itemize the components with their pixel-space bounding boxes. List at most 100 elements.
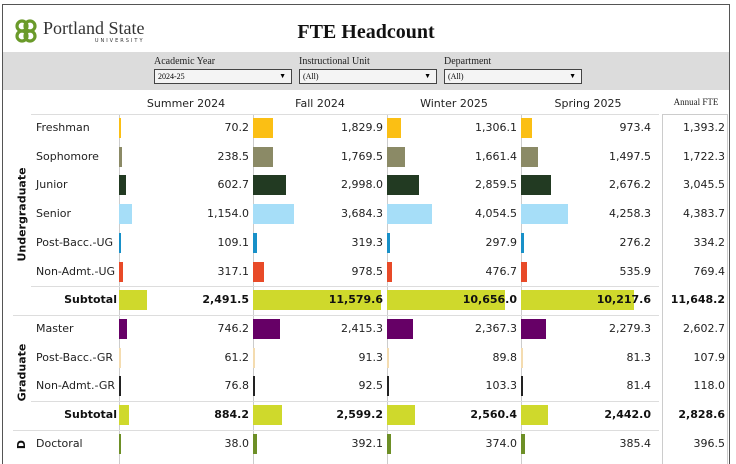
value-cell[interactable]: 3,684.3: [253, 200, 386, 229]
fte-bar[interactable]: [387, 318, 414, 339]
value-cell[interactable]: 1,306.1: [387, 114, 520, 143]
value-cell[interactable]: 92.5: [253, 372, 386, 401]
fte-bar[interactable]: [253, 204, 294, 225]
fte-bar[interactable]: [521, 290, 634, 311]
fte-bar[interactable]: [521, 433, 526, 454]
value-cell[interactable]: 109.1: [119, 229, 252, 258]
fte-bar[interactable]: [119, 376, 121, 397]
fte-bar[interactable]: [119, 232, 121, 253]
value-cell[interactable]: 2,491.5: [119, 286, 252, 315]
fte-bar[interactable]: [119, 118, 121, 138]
value-cell[interactable]: 61.2: [119, 344, 252, 373]
fte-bar[interactable]: [387, 376, 389, 397]
fte-bar[interactable]: [387, 290, 505, 311]
value-cell[interactable]: 319.3: [253, 229, 386, 258]
value-cell[interactable]: 1,154.0: [119, 200, 252, 229]
value-cell[interactable]: 81.4: [521, 372, 654, 401]
fte-bar[interactable]: [521, 318, 547, 339]
value-cell[interactable]: 1,829.9: [253, 114, 386, 143]
fte-bar[interactable]: [387, 261, 393, 282]
value-cell[interactable]: 89.8: [387, 344, 520, 373]
value-cell[interactable]: 81.3: [521, 344, 654, 373]
fte-bar[interactable]: [387, 118, 402, 138]
fte-bar[interactable]: [387, 433, 392, 454]
fte-bar[interactable]: [119, 318, 128, 339]
value-cell[interactable]: 103.3: [387, 372, 520, 401]
fte-bar[interactable]: [253, 118, 274, 138]
fte-bar[interactable]: [253, 232, 257, 253]
value-cell[interactable]: 276.2: [521, 229, 654, 258]
value-cell[interactable]: 4,258.3: [521, 200, 654, 229]
fte-bar[interactable]: [119, 405, 129, 425]
value-cell[interactable]: 4,054.5: [387, 200, 520, 229]
fte-bar[interactable]: [521, 175, 551, 196]
fte-bar[interactable]: [387, 347, 389, 368]
value-cell[interactable]: 1,497.5: [521, 143, 654, 172]
fte-bar[interactable]: [387, 232, 391, 253]
fte-bar[interactable]: [521, 118, 532, 138]
fte-bar[interactable]: [119, 433, 121, 454]
fte-bar[interactable]: [521, 261, 527, 282]
value-cell[interactable]: 746.2: [119, 315, 252, 344]
value-cell[interactable]: 2,415.3: [253, 315, 386, 344]
value-cell[interactable]: 76.8: [119, 372, 252, 401]
fte-bar[interactable]: [253, 433, 258, 454]
fte-bar[interactable]: [387, 405, 416, 425]
value-cell[interactable]: 535.9: [521, 258, 654, 287]
value-cell[interactable]: 2,367.3: [387, 315, 520, 344]
value-cell[interactable]: 297.9: [387, 229, 520, 258]
value-cell[interactable]: 10,656.0: [387, 286, 520, 315]
instructional-unit-select[interactable]: (All) ▼: [299, 69, 437, 84]
fte-bar[interactable]: [253, 376, 255, 397]
value-cell[interactable]: 317.1: [119, 258, 252, 287]
value-cell[interactable]: 2,560.4: [387, 401, 520, 430]
value-cell[interactable]: 1,769.5: [253, 143, 386, 172]
value-cell[interactable]: 978.5: [253, 258, 386, 287]
value-cell[interactable]: 91.3: [253, 344, 386, 373]
fte-bar[interactable]: [253, 347, 255, 368]
fte-bar[interactable]: [521, 347, 523, 368]
value-cell[interactable]: 38.0: [119, 430, 252, 459]
fte-bar[interactable]: [253, 405, 282, 425]
fte-bar[interactable]: [119, 290, 147, 311]
fte-bar[interactable]: [521, 146, 538, 167]
value-cell[interactable]: 238.5: [119, 143, 252, 172]
department-select[interactable]: (All) ▼: [444, 69, 582, 84]
annual-fte-value: 1,722.3: [683, 149, 725, 163]
fte-bar[interactable]: [253, 175, 287, 196]
fte-bar[interactable]: [521, 376, 523, 397]
value-cell[interactable]: 374.0: [387, 430, 520, 459]
fte-bar[interactable]: [119, 175, 126, 196]
fte-bar[interactable]: [119, 146, 122, 167]
fte-bar[interactable]: [253, 146, 273, 167]
value-cell[interactable]: 602.7: [119, 171, 252, 200]
value-cell[interactable]: 392.1: [253, 430, 386, 459]
fte-bar[interactable]: [521, 405, 548, 425]
fte-bar[interactable]: [521, 232, 525, 253]
fte-bar[interactable]: [521, 204, 569, 225]
fte-bar[interactable]: [119, 261, 123, 282]
fte-bar[interactable]: [387, 146, 406, 167]
value-cell[interactable]: 70.2: [119, 114, 252, 143]
value-cell[interactable]: 973.4: [521, 114, 654, 143]
fte-bar[interactable]: [253, 318, 280, 339]
value-cell[interactable]: 2,442.0: [521, 401, 654, 430]
fte-bar[interactable]: [253, 290, 381, 311]
value-cell[interactable]: 385.4: [521, 430, 654, 459]
fte-bar[interactable]: [387, 204, 432, 225]
value-cell[interactable]: 2,859.5: [387, 171, 520, 200]
value-cell[interactable]: 2,279.3: [521, 315, 654, 344]
value-cell[interactable]: 2,676.2: [521, 171, 654, 200]
fte-bar[interactable]: [119, 347, 121, 368]
value-cell[interactable]: 2,998.0: [253, 171, 386, 200]
value-cell[interactable]: 2,599.2: [253, 401, 386, 430]
fte-bar[interactable]: [253, 261, 264, 282]
fte-bar[interactable]: [387, 175, 419, 196]
value-cell[interactable]: 11,579.6: [253, 286, 386, 315]
value-cell[interactable]: 476.7: [387, 258, 520, 287]
academic-year-select[interactable]: 2024-25 ▼: [154, 69, 292, 84]
value-cell[interactable]: 1,661.4: [387, 143, 520, 172]
value-cell[interactable]: 10,217.6: [521, 286, 654, 315]
value-cell[interactable]: 884.2: [119, 401, 252, 430]
fte-bar[interactable]: [119, 204, 132, 225]
